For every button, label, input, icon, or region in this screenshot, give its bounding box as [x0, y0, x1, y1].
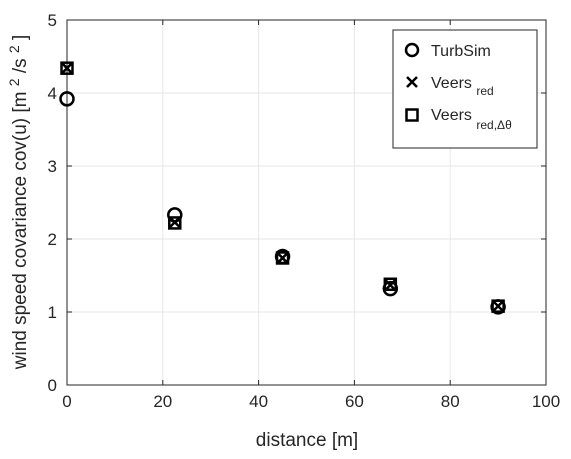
legend-marker-circle: [404, 42, 420, 58]
y-axis-label: wind speed covariance cov(u) [m 2 /s 2 ]: [3, 35, 31, 371]
legend-label-veers-red-dtheta-main: Veers: [431, 107, 472, 124]
y-axis-label-close: ]: [10, 35, 31, 40]
y-tick-label: 2: [48, 230, 57, 249]
x-tick-label: 0: [62, 392, 71, 411]
legend-item-veers-red-dtheta: Veers red,Δθ: [405, 107, 512, 132]
legend: TurbSim Veers red Veers red,Δθ: [392, 29, 538, 149]
y-axis-label-mid: /s: [10, 58, 31, 73]
y-axis-label-sup-1: 2: [6, 78, 22, 86]
axis-ticks: 0 20 40 60 80 100 0 1 2 3 4 5: [48, 11, 561, 411]
legend-item-turbsim: TurbSim: [404, 42, 491, 60]
data-series: [59, 61, 506, 315]
legend-label-veers-red-main: Veers: [431, 75, 472, 92]
data-point-x: [61, 62, 73, 75]
x-tick-label: 100: [532, 392, 560, 411]
legend-label-veers-red-sub: red: [476, 84, 493, 98]
x-tick-label: 60: [345, 392, 364, 411]
axes-box: [66, 19, 547, 386]
legend-label-veers-red-dtheta-sub: red,Δθ: [476, 118, 512, 132]
y-tick-label: 3: [48, 157, 57, 176]
y-tick-label: 4: [48, 84, 57, 103]
data-point-circle: [59, 91, 75, 107]
series-square: [60, 61, 505, 313]
y-axis-label-sup-2: 2: [6, 45, 22, 53]
data-point-square: [60, 61, 74, 75]
axes-frame: [66, 19, 547, 386]
series-x: [61, 62, 504, 313]
data-point-x: [384, 279, 397, 291]
y-tick-label: 0: [48, 376, 57, 395]
data-point-x: [276, 252, 289, 264]
legend-label-turbsim: TurbSim: [431, 43, 491, 60]
x-axis-label: distance [m]: [256, 430, 358, 451]
data-point-x: [492, 300, 504, 313]
legend-marker-x: [406, 76, 418, 88]
data-point-square: [383, 277, 398, 292]
legend-marker-square: [405, 108, 419, 122]
y-tick-label: 1: [48, 303, 57, 322]
y-axis-label-main: wind speed covariance cov(u) [m: [10, 86, 31, 370]
data-point-square: [491, 299, 505, 313]
x-tick-label: 20: [153, 392, 172, 411]
x-tick-label: 40: [249, 392, 268, 411]
legend-label-veers-red-dtheta: Veers red,Δθ: [431, 107, 512, 132]
data-point-x: [168, 216, 181, 229]
x-tick-label: 80: [441, 392, 460, 411]
data-point-square: [275, 251, 290, 265]
legend-label-veers-red: Veers red: [431, 75, 494, 98]
data-point-square: [168, 216, 182, 230]
y-tick-label: 5: [48, 11, 57, 30]
legend-item-veers-red: Veers red: [406, 75, 494, 98]
